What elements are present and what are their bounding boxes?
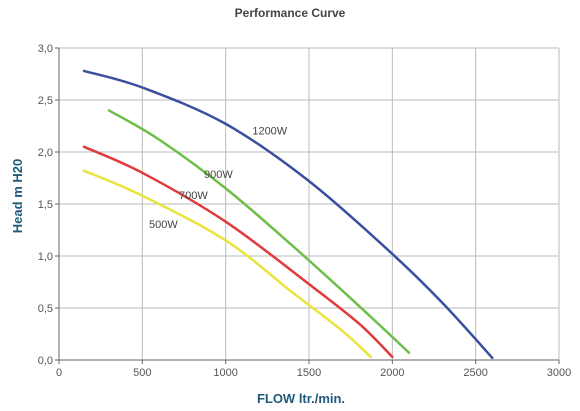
series-line-700w [82,145,394,359]
y-tick-label: 0,0 [38,355,53,367]
x-tick-label: 2500 [463,367,487,379]
series-label-900w: 900W [204,169,233,181]
series-line-900w [107,109,411,354]
series-label-700w: 700W [179,190,208,202]
y-tick-label: 1,0 [38,251,53,263]
y-tick-label: 2,5 [38,95,53,107]
x-tick-label: 2000 [380,367,404,379]
chart-axes [55,47,560,364]
y-tick-labels: 0,0 0,5 1,0 1,5 2,0 2,5 3,0 [38,43,53,367]
chart-series [82,69,494,360]
series-label-500w: 500W [149,219,178,231]
series-line-1200w [82,69,494,360]
series-labels: 1200W 900W 700W 500W [149,125,288,231]
x-axis-label: FLOW ltr./min. [257,391,345,406]
x-tick-label: 500 [133,367,151,379]
x-tick-label: 1000 [213,367,237,379]
x-tick-label: 3000 [547,367,571,379]
y-tick-label: 0,5 [38,303,53,315]
y-tick-label: 2,0 [38,147,53,159]
series-label-1200w: 1200W [252,125,287,137]
x-tick-label: 1500 [297,367,321,379]
chart-title: Performance Curve [235,6,346,20]
y-tick-label: 1,5 [38,199,53,211]
chart-grid [59,47,560,360]
x-tick-label: 0 [56,367,62,379]
y-tick-label: 3,0 [38,43,53,55]
x-tick-labels: 0 500 1000 1500 2000 2500 3000 [56,367,571,379]
series-line-500w [82,169,372,359]
y-axis-label: Head m H20 [10,159,25,233]
